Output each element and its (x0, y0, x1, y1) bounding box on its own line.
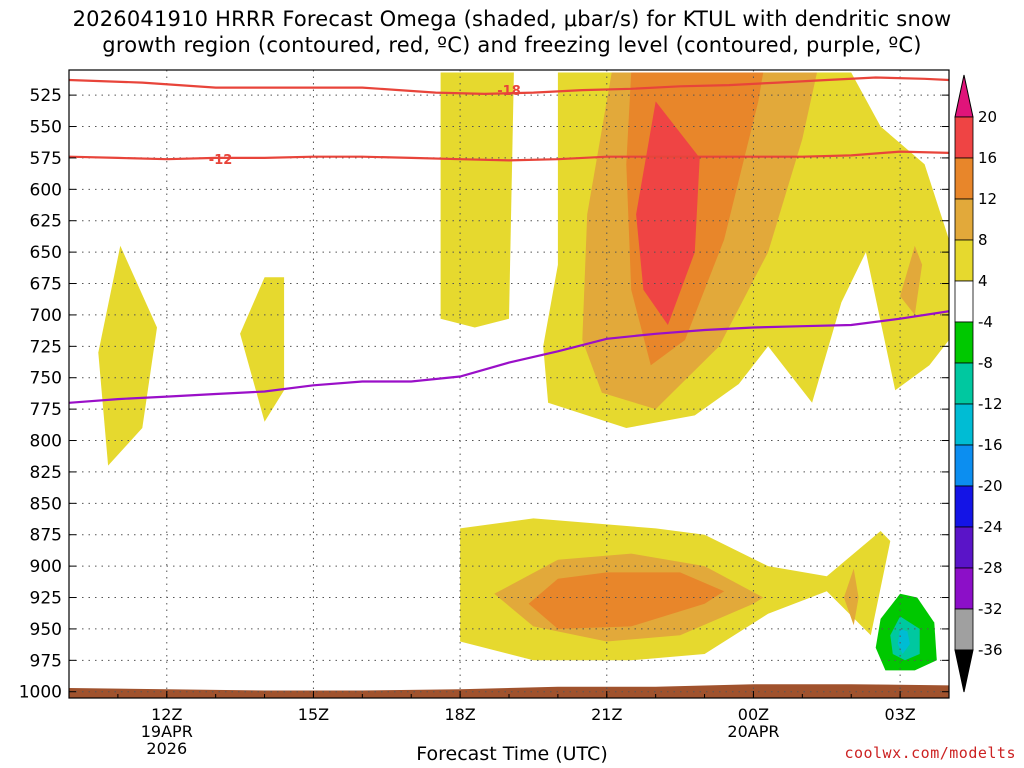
colorbar-label-9: -20 (978, 477, 1003, 495)
colorbar-swatch-4 (954, 280, 974, 323)
dendritic-label-0: -18 (497, 84, 521, 99)
colorbar-label-11: -28 (978, 559, 1003, 577)
colorbar-label-4: 4 (978, 272, 988, 290)
ytick-label-750: 750 (30, 369, 62, 389)
colorbar-label-7: -12 (978, 395, 1003, 413)
xtick-label-18Z: 18Z (444, 705, 475, 724)
ytick-label-825: 825 (30, 463, 62, 483)
colorbar-label-0: 20 (978, 108, 997, 126)
colorbar-top-arrow (954, 74, 974, 118)
ytick-label-950: 950 (30, 620, 62, 640)
omega-4-8-left-1 (98, 245, 157, 466)
colorbar-label-1: 16 (978, 149, 997, 167)
xtick-label-21Z: 21Z (591, 705, 622, 724)
ytick-label-675: 675 (30, 275, 62, 295)
xtick-date-00Z: 20APR (727, 722, 779, 741)
ytick-label-875: 875 (30, 526, 62, 546)
ytick-label-525: 525 (30, 86, 62, 106)
ytick-label-600: 600 (30, 180, 62, 200)
grid (69, 70, 949, 698)
xtick-label-12Z: 12Z (151, 705, 182, 724)
ytick-label-650: 650 (30, 243, 62, 263)
dendritic-contour-1 (69, 150, 949, 162)
colorbar-label-13: -36 (978, 641, 1003, 659)
ytick-label-550: 550 (30, 118, 62, 138)
colorbar-label-5: -4 (978, 313, 993, 331)
ytick-label-850: 850 (30, 494, 62, 514)
ytick-label-925: 925 (30, 589, 62, 609)
ytick-label-775: 775 (30, 400, 62, 420)
omega-12-16-low (528, 572, 725, 629)
ytick-label-1000: 1000 (19, 683, 62, 703)
plot-area (69, 70, 949, 698)
colorbar-swatch-1 (954, 157, 974, 200)
xtick-label-00Z: 00Z (738, 705, 769, 724)
ytick-label-975: 975 (30, 651, 62, 671)
ytick-label-725: 725 (30, 337, 62, 357)
freezing-level-line (69, 310, 949, 404)
omega-4-8-upper-main (440, 72, 514, 328)
contours: -18 -12 (69, 76, 949, 404)
dendritic-label-1: -12 (209, 153, 233, 168)
ytick-label-700: 700 (30, 306, 62, 326)
omega-4-8-left-2 (240, 277, 285, 422)
colorbar-label-10: -24 (978, 518, 1003, 536)
colorbar-label-3: 8 (978, 231, 988, 249)
dendritic-contour-0 (69, 76, 949, 96)
colorbar-label-8: -16 (978, 436, 1003, 454)
colorbar-label-12: -32 (978, 600, 1003, 618)
colorbar-swatch-3 (954, 239, 974, 282)
colorbar-swatch-8 (954, 444, 974, 487)
colorbar-label-2: 12 (978, 190, 997, 208)
chart-title: 2026041910 HRRR Forecast Omega (shaded, … (0, 6, 1024, 58)
surface-terrain (69, 684, 949, 698)
x-axis-label: Forecast Time (UTC) (416, 743, 608, 765)
ytick-label-900: 900 (30, 557, 62, 577)
colorbar-swatch-6 (954, 362, 974, 405)
omega-neg12-16 (897, 628, 910, 654)
colorbar-label-6: -8 (978, 354, 993, 372)
title-line-2: growth region (contoured, red, ºC) and f… (102, 33, 922, 57)
colorbar-swatch-9 (954, 485, 974, 528)
credit-link[interactable]: coolwx.com/modelts (844, 744, 1016, 762)
ytick-label-625: 625 (30, 212, 62, 232)
colorbar-swatch-12 (954, 608, 974, 651)
xtick-year-12Z: 2026 (146, 739, 187, 758)
xtick-date-12Z: 19APR (141, 722, 193, 741)
title-line-1: 2026041910 HRRR Forecast Omega (shaded, … (72, 7, 952, 31)
ytick-label-800: 800 (30, 432, 62, 452)
axes: 525 550 575 600 625 650 675 700 725 750 775 800 825 8… (19, 86, 949, 758)
colorbar-bottom-arrow (954, 649, 974, 693)
colorbar-swatch-2 (954, 198, 974, 241)
colorbar-swatch-7 (954, 403, 974, 446)
omega-8-12-low-small (843, 568, 859, 626)
colorbar-swatch-5 (954, 321, 974, 364)
colorbar-swatch-11 (954, 567, 974, 610)
xtick-label-03Z: 03Z (884, 705, 915, 724)
colorbar-swatch-0 (954, 116, 974, 159)
colorbar: 20 16 12 8 4 -4 -8 -12 -16 -20 -24 -28 -32 -36 (954, 74, 1003, 693)
ytick-label-575: 575 (30, 149, 62, 169)
xtick-label-15Z: 15Z (298, 705, 329, 724)
colorbar-swatch-10 (954, 526, 974, 569)
omega-8-12-right-small (900, 245, 923, 315)
